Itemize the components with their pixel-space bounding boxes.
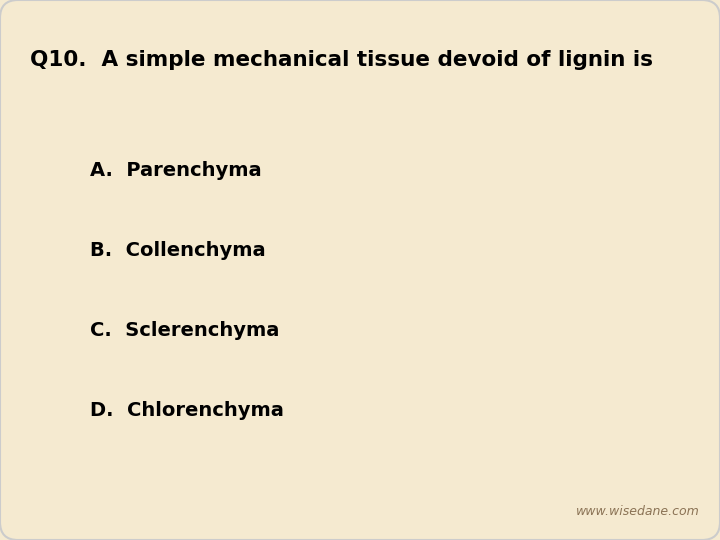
Text: B.  Collenchyma: B. Collenchyma (90, 240, 266, 260)
Text: A.  Parenchyma: A. Parenchyma (90, 160, 261, 179)
Text: C.  Sclerenchyma: C. Sclerenchyma (90, 321, 279, 340)
Text: www.wisedane.com: www.wisedane.com (576, 505, 700, 518)
Text: Q10.  A simple mechanical tissue devoid of lignin is: Q10. A simple mechanical tissue devoid o… (30, 50, 653, 70)
Text: D.  Chlorenchyma: D. Chlorenchyma (90, 401, 284, 420)
